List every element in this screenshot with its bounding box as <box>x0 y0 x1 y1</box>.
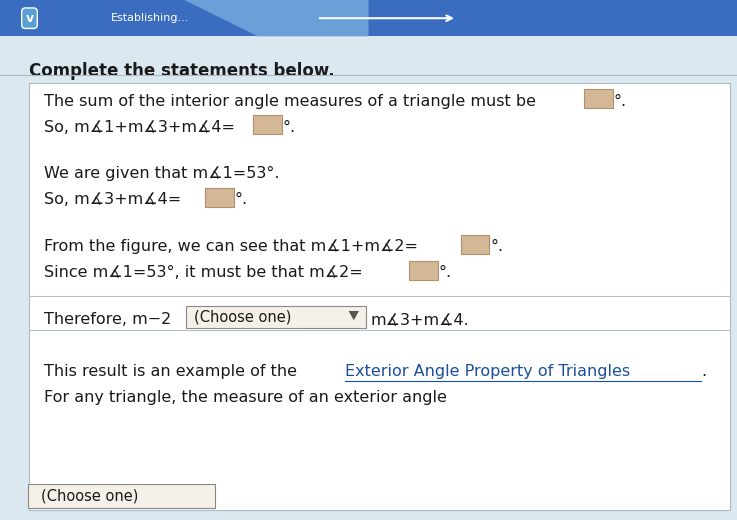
Text: °.: °. <box>282 120 296 135</box>
FancyBboxPatch shape <box>0 36 737 520</box>
FancyBboxPatch shape <box>186 306 366 328</box>
FancyBboxPatch shape <box>584 89 613 108</box>
Polygon shape <box>184 0 368 36</box>
Polygon shape <box>349 311 359 320</box>
FancyBboxPatch shape <box>461 235 489 254</box>
Text: Exterior Angle Property of Triangles: Exterior Angle Property of Triangles <box>345 364 630 379</box>
Text: (Choose one): (Choose one) <box>194 309 291 324</box>
FancyBboxPatch shape <box>253 115 282 134</box>
Text: Since m∡1=53°, it must be that m∡2=: Since m∡1=53°, it must be that m∡2= <box>44 265 363 280</box>
Text: Therefore, m−2: Therefore, m−2 <box>44 312 177 327</box>
Text: For any triangle, the measure of an exterior angle: For any triangle, the measure of an exte… <box>44 390 447 405</box>
Text: °.: °. <box>439 265 452 280</box>
Text: .: . <box>701 364 706 379</box>
FancyBboxPatch shape <box>205 188 234 207</box>
Text: So, m∡1+m∡3+m∡4=: So, m∡1+m∡3+m∡4= <box>44 120 235 135</box>
FancyBboxPatch shape <box>409 261 438 280</box>
Text: (Choose one): (Choose one) <box>41 489 138 503</box>
Text: Complete the statements below.: Complete the statements below. <box>29 62 335 81</box>
Text: °.: °. <box>234 192 248 207</box>
Text: m∡3+m∡4.: m∡3+m∡4. <box>371 312 469 327</box>
Text: °.: °. <box>490 239 503 254</box>
Text: From the figure, we can see that m∡1+m∡2=: From the figure, we can see that m∡1+m∡2… <box>44 239 418 254</box>
Text: We are given that m∡1=53°.: We are given that m∡1=53°. <box>44 166 280 181</box>
Text: This result is an example of the: This result is an example of the <box>44 364 302 379</box>
Text: °.: °. <box>614 94 627 109</box>
FancyBboxPatch shape <box>0 0 737 36</box>
FancyBboxPatch shape <box>28 484 215 508</box>
Text: Establishing...: Establishing... <box>111 13 189 23</box>
Text: So, m∡3+m∡4=: So, m∡3+m∡4= <box>44 192 181 207</box>
Text: The sum of the interior angle measures of a triangle must be: The sum of the interior angle measures o… <box>44 94 542 109</box>
Text: v: v <box>25 12 34 25</box>
FancyBboxPatch shape <box>29 83 730 510</box>
